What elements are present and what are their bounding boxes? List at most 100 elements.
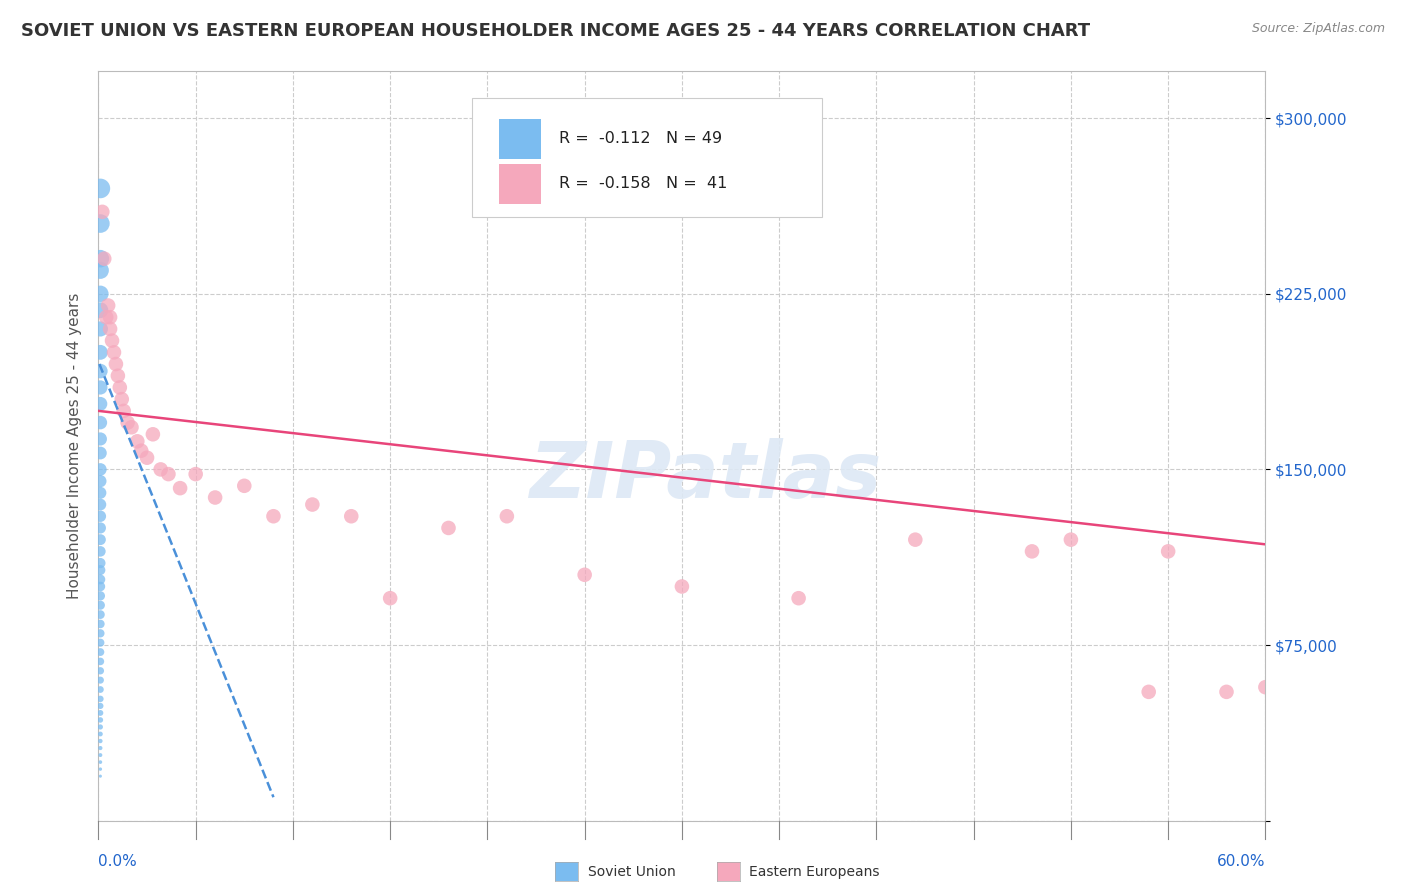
Point — [101, 334, 124, 348]
Point — [117, 416, 139, 430]
Point — [89, 645, 111, 659]
Point — [89, 617, 111, 632]
Point — [89, 747, 111, 762]
Point — [89, 252, 111, 266]
FancyBboxPatch shape — [472, 97, 823, 218]
Point — [98, 310, 121, 325]
Point — [89, 498, 111, 512]
Point — [89, 521, 111, 535]
Point — [1157, 544, 1180, 558]
Point — [89, 217, 111, 231]
Point — [89, 692, 111, 706]
Point — [89, 655, 111, 669]
Point — [91, 205, 114, 219]
Point — [111, 392, 134, 407]
Text: 60.0%: 60.0% — [1218, 855, 1265, 870]
Point — [89, 626, 111, 640]
Y-axis label: Householder Income Ages 25 - 44 years: Householder Income Ages 25 - 44 years — [66, 293, 82, 599]
Point — [89, 734, 111, 748]
Point — [89, 474, 111, 488]
Point — [127, 434, 149, 449]
Point — [89, 769, 111, 783]
Text: ZIPatlas: ZIPatlas — [529, 438, 882, 514]
Point — [89, 573, 111, 587]
Point — [112, 404, 135, 418]
Point — [89, 345, 111, 359]
Point — [1215, 685, 1237, 699]
Point — [204, 491, 226, 505]
Point — [574, 567, 596, 582]
Point — [89, 741, 111, 756]
Point — [108, 380, 131, 394]
Point — [671, 580, 693, 594]
FancyBboxPatch shape — [499, 119, 541, 159]
Point — [89, 462, 111, 476]
Point — [89, 263, 111, 277]
Point — [149, 462, 172, 476]
Point — [89, 397, 111, 411]
Text: Soviet Union: Soviet Union — [588, 865, 675, 880]
Point — [496, 509, 519, 524]
Text: Source: ZipAtlas.com: Source: ZipAtlas.com — [1251, 22, 1385, 36]
Point — [262, 509, 284, 524]
Point — [89, 698, 111, 713]
Point — [1137, 685, 1160, 699]
Point — [89, 762, 111, 776]
Point — [89, 322, 111, 336]
Text: SOVIET UNION VS EASTERN EUROPEAN HOUSEHOLDER INCOME AGES 25 - 44 YEARS CORRELATI: SOVIET UNION VS EASTERN EUROPEAN HOUSEHO… — [21, 22, 1090, 40]
Point — [787, 591, 810, 606]
Point — [169, 481, 191, 495]
Point — [233, 479, 256, 493]
Point — [89, 364, 111, 378]
Point — [89, 755, 111, 769]
Point — [89, 563, 111, 577]
Point — [97, 298, 120, 313]
Point — [103, 345, 125, 359]
Point — [89, 673, 111, 688]
Point — [1254, 680, 1277, 694]
Point — [98, 322, 121, 336]
Point — [301, 498, 323, 512]
Point — [89, 580, 111, 594]
Point — [89, 706, 111, 720]
Point — [104, 357, 127, 371]
Point — [142, 427, 165, 442]
Text: Eastern Europeans: Eastern Europeans — [749, 865, 880, 880]
Point — [89, 635, 111, 649]
Point — [89, 485, 111, 500]
Point — [107, 368, 129, 383]
Point — [129, 443, 152, 458]
Point — [904, 533, 927, 547]
Point — [89, 533, 111, 547]
Text: R =  -0.112   N = 49: R = -0.112 N = 49 — [560, 131, 723, 146]
Point — [89, 607, 111, 622]
Point — [1060, 533, 1083, 547]
Point — [437, 521, 460, 535]
Point — [89, 720, 111, 734]
Point — [1021, 544, 1043, 558]
Text: 0.0%: 0.0% — [98, 855, 138, 870]
Point — [89, 380, 111, 394]
FancyBboxPatch shape — [499, 163, 541, 204]
Point — [89, 286, 111, 301]
Point — [136, 450, 159, 465]
Point — [89, 416, 111, 430]
Point — [89, 544, 111, 558]
Point — [89, 682, 111, 697]
Point — [96, 310, 118, 325]
Point — [89, 589, 111, 603]
Point — [89, 664, 111, 678]
Point — [89, 599, 111, 613]
Point — [89, 727, 111, 741]
Point — [89, 556, 111, 570]
Point — [157, 467, 180, 482]
Point — [340, 509, 363, 524]
Point — [184, 467, 207, 482]
Point — [380, 591, 402, 606]
Point — [89, 446, 111, 460]
Point — [89, 713, 111, 727]
Point — [89, 432, 111, 446]
Text: R =  -0.158   N =  41: R = -0.158 N = 41 — [560, 177, 728, 191]
Point — [89, 303, 111, 318]
Point — [89, 181, 111, 195]
